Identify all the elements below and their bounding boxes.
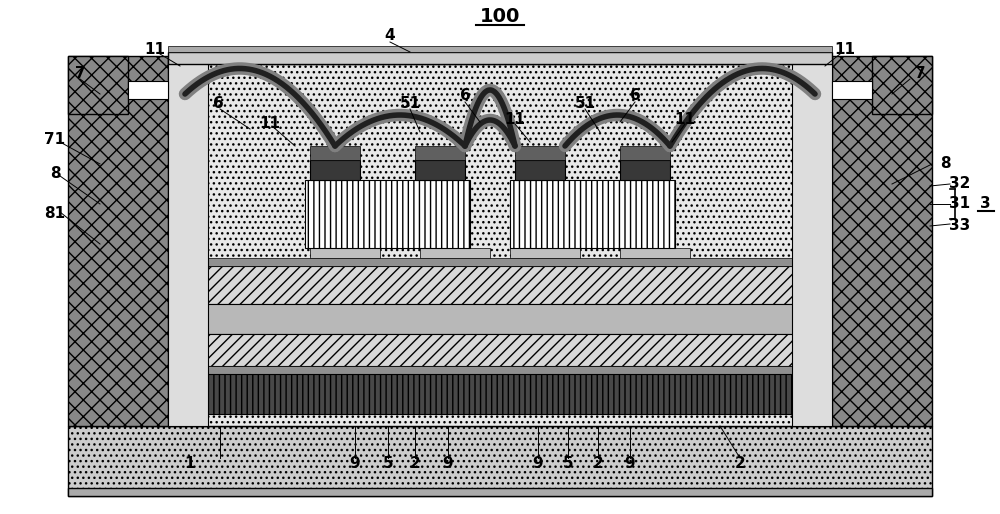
Text: 5: 5 bbox=[383, 456, 393, 471]
Text: 2: 2 bbox=[593, 456, 603, 471]
Text: 7: 7 bbox=[915, 66, 925, 82]
Bar bbox=[620, 248, 690, 258]
Text: 1: 1 bbox=[185, 456, 195, 471]
Text: 6: 6 bbox=[460, 88, 470, 103]
Bar bbox=[68, 426, 932, 496]
Text: 11: 11 bbox=[260, 117, 280, 132]
Bar bbox=[872, 56, 932, 114]
Text: 11: 11 bbox=[674, 112, 696, 126]
Bar bbox=[310, 248, 380, 258]
Text: 7: 7 bbox=[75, 66, 85, 82]
Text: 9: 9 bbox=[443, 456, 453, 471]
Bar bbox=[515, 146, 565, 160]
Bar bbox=[128, 81, 168, 99]
Bar bbox=[415, 146, 465, 160]
Bar bbox=[68, 56, 128, 114]
Text: 11: 11 bbox=[505, 112, 526, 126]
Bar bbox=[832, 56, 932, 426]
Bar bbox=[168, 46, 832, 52]
Bar bbox=[620, 160, 670, 180]
Text: 4: 4 bbox=[385, 28, 395, 44]
Bar bbox=[515, 160, 565, 180]
Text: 31: 31 bbox=[949, 196, 971, 211]
Text: 2: 2 bbox=[735, 456, 745, 471]
Text: 51: 51 bbox=[399, 97, 421, 112]
Text: 9: 9 bbox=[350, 456, 360, 471]
Text: 2: 2 bbox=[410, 456, 420, 471]
Text: 9: 9 bbox=[533, 456, 543, 471]
Text: 5: 5 bbox=[563, 456, 573, 471]
Bar bbox=[200, 258, 800, 266]
Text: 11: 11 bbox=[144, 42, 166, 57]
Bar bbox=[168, 64, 832, 426]
Bar bbox=[168, 52, 832, 64]
Bar bbox=[200, 304, 800, 334]
Text: 6: 6 bbox=[213, 97, 223, 112]
Text: 100: 100 bbox=[480, 7, 520, 26]
Bar bbox=[200, 266, 800, 304]
Bar bbox=[200, 334, 800, 366]
Bar bbox=[620, 146, 670, 160]
Bar bbox=[510, 180, 675, 248]
Bar bbox=[305, 180, 470, 248]
Bar bbox=[832, 81, 872, 99]
Text: 3: 3 bbox=[980, 196, 990, 211]
Bar bbox=[415, 160, 465, 180]
Bar bbox=[310, 146, 360, 160]
Text: 8: 8 bbox=[50, 167, 60, 181]
Text: 33: 33 bbox=[949, 218, 971, 233]
Bar bbox=[200, 366, 800, 374]
Text: 11: 11 bbox=[834, 42, 856, 57]
Bar bbox=[68, 488, 932, 496]
Text: 9: 9 bbox=[625, 456, 635, 471]
Bar bbox=[68, 56, 168, 426]
Bar bbox=[168, 56, 208, 426]
Bar bbox=[310, 160, 360, 180]
Text: 8: 8 bbox=[940, 156, 950, 172]
Text: 71: 71 bbox=[44, 132, 66, 146]
Bar bbox=[420, 248, 490, 258]
Text: 51: 51 bbox=[574, 97, 596, 112]
Bar bbox=[510, 248, 580, 258]
Bar bbox=[792, 56, 832, 426]
Text: 81: 81 bbox=[44, 207, 66, 222]
Text: 32: 32 bbox=[949, 176, 971, 192]
Bar bbox=[200, 374, 800, 414]
Text: 6: 6 bbox=[630, 88, 640, 103]
